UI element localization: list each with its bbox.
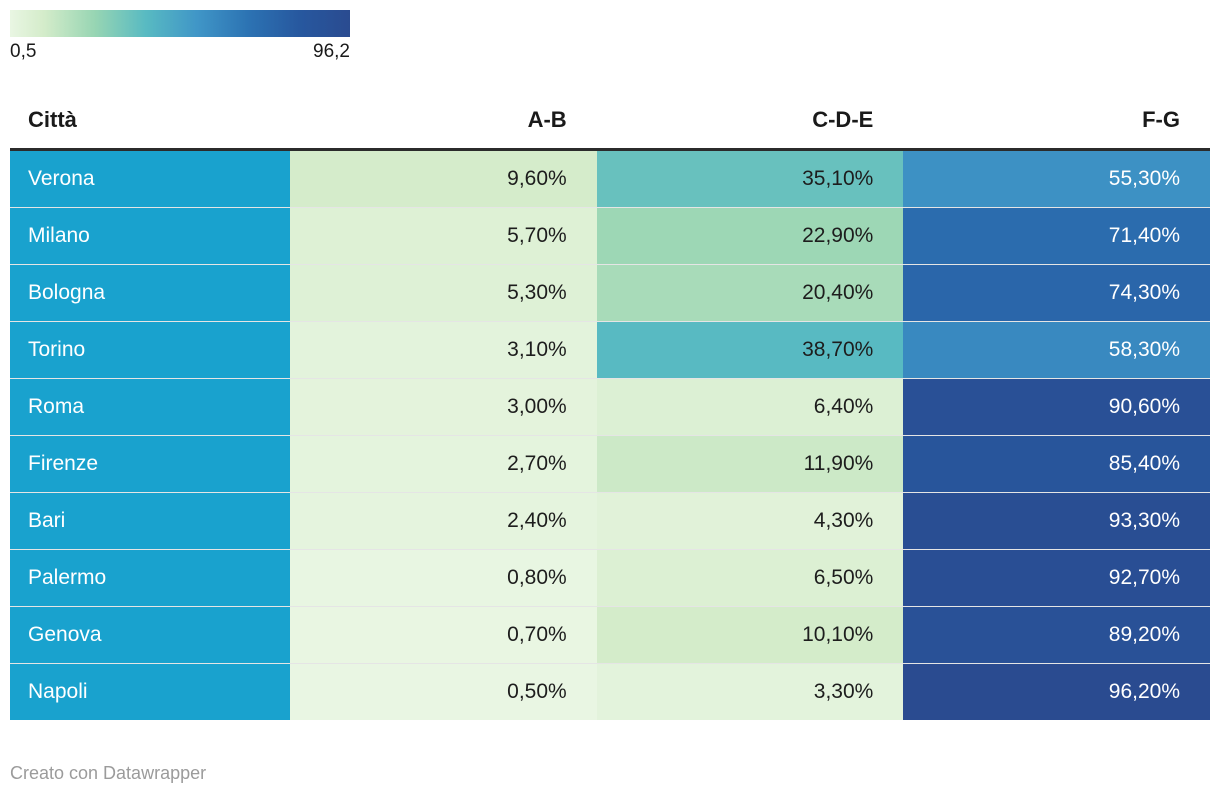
city-cell: Roma [10, 378, 291, 436]
value-cell: 5,30% [290, 264, 597, 322]
value-cell: 35,10% [596, 149, 904, 208]
table-row: Torino 3,10% 38,70% 58,30% [10, 321, 1210, 379]
table-row: Bologna 5,30% 20,40% 74,30% [10, 264, 1210, 322]
value-cell: 55,30% [903, 149, 1210, 208]
city-cell: Firenze [10, 435, 291, 493]
table-row: Bari 2,40% 4,30% 93,30% [10, 492, 1210, 550]
value-cell: 4,30% [596, 492, 904, 550]
value-cell: 71,40% [903, 207, 1210, 265]
value-cell: 0,70% [290, 606, 597, 664]
table-row: Genova 0,70% 10,10% 89,20% [10, 606, 1210, 664]
value-cell: 3,30% [596, 663, 904, 720]
table-row: Milano 5,70% 22,90% 71,40% [10, 207, 1210, 265]
column-header-ab: A-B [290, 107, 597, 151]
color-gradient-bar [10, 10, 350, 37]
value-cell: 20,40% [596, 264, 904, 322]
value-cell: 3,10% [290, 321, 597, 379]
column-header-citta: Città [10, 107, 291, 151]
value-cell: 92,70% [903, 549, 1210, 607]
value-cell: 6,40% [596, 378, 904, 436]
city-cell: Verona [10, 149, 291, 208]
heatmap-table: Città A-B C-D-E F-G Verona 9,60% 35,10% … [10, 107, 1210, 720]
value-cell: 0,50% [290, 663, 597, 720]
city-cell: Genova [10, 606, 291, 664]
legend-max-label: 96,2 [313, 41, 350, 62]
attribution: Creato con Datawrapper [10, 763, 207, 783]
value-cell: 9,60% [290, 149, 597, 208]
city-cell: Bologna [10, 264, 291, 322]
value-cell: 89,20% [903, 606, 1210, 664]
city-cell: Torino [10, 321, 291, 379]
value-cell: 5,70% [290, 207, 597, 265]
value-cell: 2,40% [290, 492, 597, 550]
value-cell: 22,90% [596, 207, 904, 265]
table-row: Palermo 0,80% 6,50% 92,70% [10, 549, 1210, 607]
value-cell: 74,30% [903, 264, 1210, 322]
table-row: Roma 3,00% 6,40% 90,60% [10, 378, 1210, 436]
value-cell: 2,70% [290, 435, 597, 493]
table-row: Verona 9,60% 35,10% 55,30% [10, 149, 1210, 208]
value-cell: 90,60% [903, 378, 1210, 436]
value-cell: 96,20% [903, 663, 1210, 720]
value-cell: 3,00% [290, 378, 597, 436]
table-row: Napoli 0,50% 3,30% 96,20% [10, 663, 1210, 720]
column-header-cde: C-D-E [596, 107, 904, 151]
legend-labels: 0,5 96,2 [10, 41, 350, 63]
value-cell: 38,70% [596, 321, 904, 379]
value-cell: 0,80% [290, 549, 597, 607]
value-cell: 93,30% [903, 492, 1210, 550]
color-legend: 0,5 96,2 [10, 10, 350, 63]
value-cell: 6,50% [596, 549, 904, 607]
table-row: Firenze 2,70% 11,90% 85,40% [10, 435, 1210, 493]
column-header-fg: F-G [903, 107, 1210, 151]
value-cell: 11,90% [596, 435, 904, 493]
header-row: Città A-B C-D-E F-G [10, 107, 1210, 151]
value-cell: 58,30% [903, 321, 1210, 379]
city-cell: Palermo [10, 549, 291, 607]
legend-min-label: 0,5 [10, 41, 37, 62]
city-cell: Bari [10, 492, 291, 550]
city-cell: Napoli [10, 663, 291, 720]
value-cell: 10,10% [596, 606, 904, 664]
value-cell: 85,40% [903, 435, 1210, 493]
city-cell: Milano [10, 207, 291, 265]
